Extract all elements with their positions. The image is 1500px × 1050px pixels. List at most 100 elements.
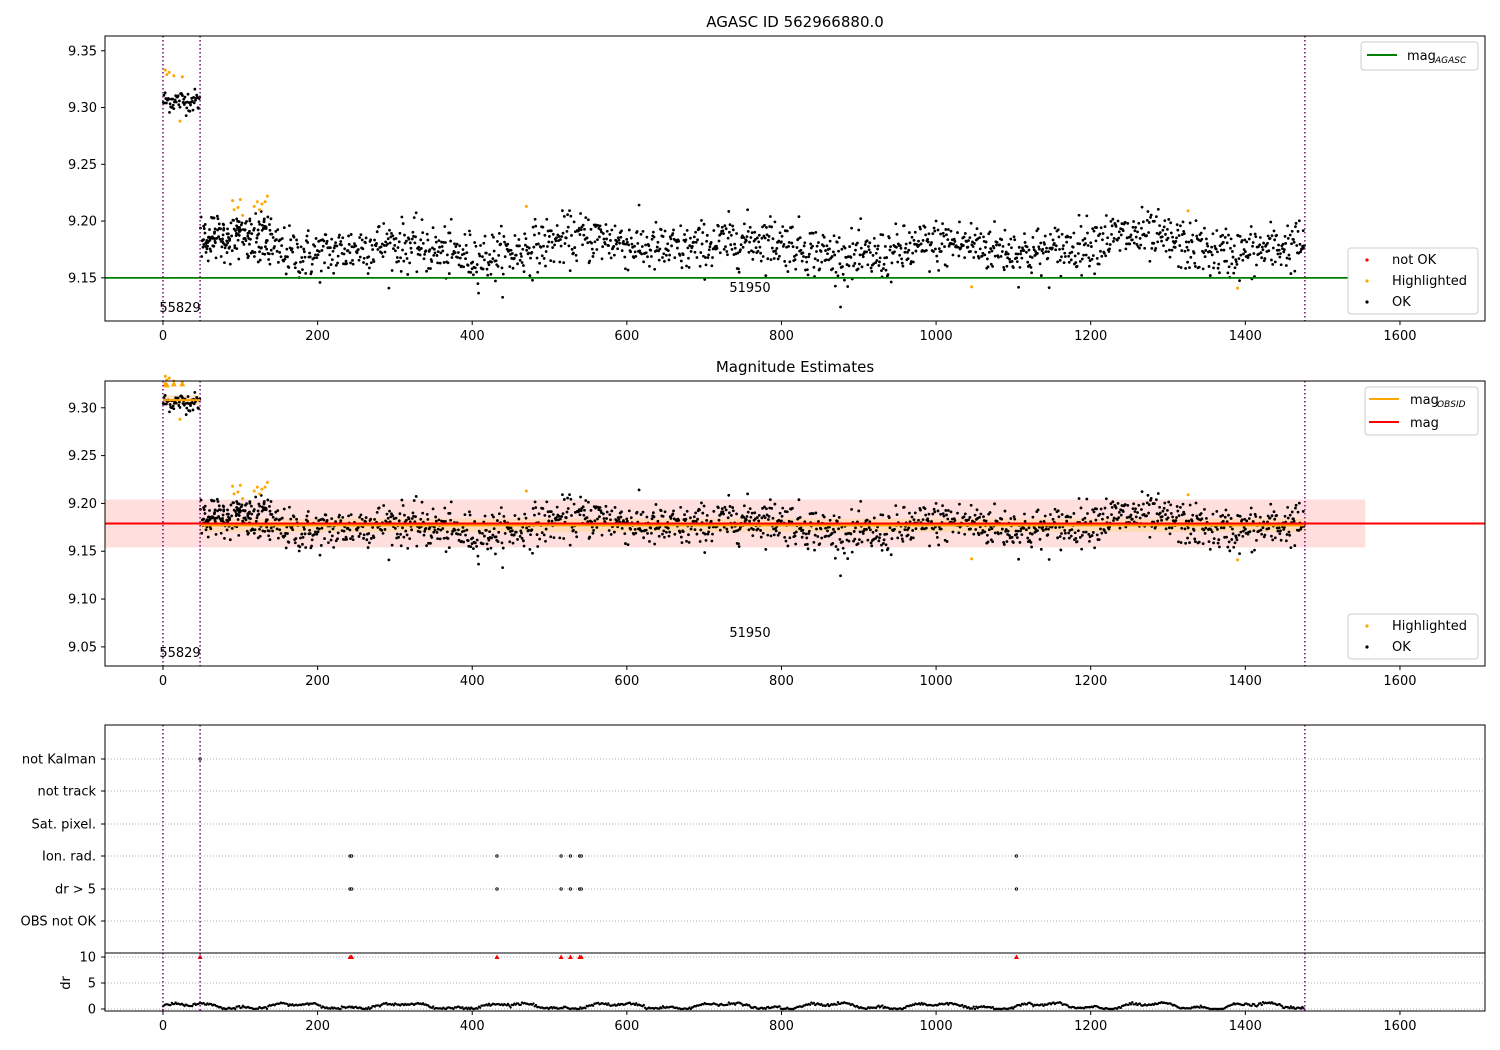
ok-point — [474, 244, 478, 248]
ok-point — [1158, 231, 1162, 234]
ok-point — [746, 230, 750, 233]
ok-point — [314, 237, 318, 240]
highlighted-point — [524, 204, 528, 208]
ok-point — [1058, 535, 1062, 538]
ok-point — [172, 107, 176, 111]
ok-point — [615, 240, 619, 244]
ok-point — [486, 273, 490, 277]
ok-point — [876, 247, 879, 251]
ok-point — [605, 229, 609, 233]
ok-point — [296, 245, 300, 249]
ok-point — [602, 237, 606, 241]
ok-point — [319, 544, 323, 547]
ok-point — [733, 242, 737, 246]
ok-point — [1277, 248, 1281, 252]
ok-point — [1084, 253, 1088, 257]
ok-point — [774, 249, 777, 253]
ok-point — [764, 547, 768, 551]
ok-point — [1180, 526, 1184, 530]
ok-point — [848, 245, 852, 248]
ok-point — [1080, 533, 1084, 537]
ok-point — [468, 233, 472, 237]
ok-point — [1183, 527, 1187, 531]
ok-point — [441, 249, 445, 253]
ok-point — [981, 251, 985, 255]
ok-point — [252, 255, 256, 258]
ok-point — [531, 551, 534, 555]
ok-point — [254, 212, 258, 215]
ok-point — [283, 534, 287, 537]
ok-point — [895, 232, 899, 236]
ok-point — [566, 507, 570, 510]
ok-point — [570, 234, 573, 237]
ok-point — [980, 254, 984, 258]
ok-point — [264, 245, 267, 249]
ok-point — [1229, 237, 1233, 241]
ok-point — [458, 533, 462, 536]
dr-point — [534, 1003, 538, 1007]
ok-point — [1012, 266, 1015, 269]
ok-point — [882, 538, 886, 542]
ok-point — [1160, 518, 1163, 522]
ok-point — [426, 517, 430, 521]
ok-point — [874, 261, 878, 265]
panel1-ytick-label: 9.30 — [68, 101, 97, 116]
ok-point — [1005, 264, 1009, 268]
ok-point — [851, 242, 855, 246]
ok-point — [524, 516, 528, 520]
ok-point — [934, 219, 938, 223]
ok-point — [724, 245, 727, 249]
dr-flagged-marker — [494, 954, 500, 959]
ok-point — [737, 545, 741, 548]
ok-point — [291, 250, 295, 254]
ok-point — [791, 245, 795, 249]
dr-point — [1060, 1001, 1063, 1005]
panel1-xtick-label: 400 — [460, 329, 485, 344]
ok-point — [463, 232, 467, 236]
ok-point — [936, 509, 940, 513]
ok-point — [1255, 538, 1258, 542]
ok-point — [445, 530, 449, 534]
ok-point — [432, 253, 436, 257]
ok-point — [1249, 225, 1253, 228]
ok-point — [351, 535, 354, 538]
ok-point — [397, 535, 401, 539]
ok-point — [993, 254, 997, 258]
ok-point — [798, 236, 802, 240]
ok-point — [701, 231, 705, 234]
ok-point — [385, 512, 389, 516]
ok-point — [494, 535, 498, 539]
ok-point — [1115, 238, 1119, 242]
ok-point — [202, 243, 206, 246]
ok-point — [767, 235, 771, 238]
highlighted-point — [165, 73, 169, 77]
ok-point — [1290, 229, 1294, 233]
ok-point — [599, 228, 603, 232]
highlighted-point — [172, 74, 176, 78]
ok-point — [709, 240, 713, 244]
ok-point — [856, 267, 860, 271]
ok-point — [700, 501, 703, 505]
ok-point — [807, 529, 811, 533]
ok-point — [246, 514, 250, 518]
ok-point — [1203, 508, 1206, 511]
ok-point — [757, 233, 761, 237]
ok-point — [277, 260, 280, 264]
ok-point — [364, 520, 367, 524]
dr-point — [607, 1002, 610, 1005]
flag-row-label: not Kalman — [22, 753, 96, 768]
ok-point — [893, 527, 896, 531]
ok-point — [684, 238, 688, 242]
ok-point — [386, 516, 390, 520]
ok-point — [1212, 266, 1215, 270]
ok-point — [403, 513, 406, 517]
ok-point — [815, 244, 819, 248]
ok-point — [1296, 510, 1300, 514]
ok-point — [475, 538, 479, 542]
ok-point — [256, 509, 260, 513]
ok-point — [397, 519, 401, 523]
ok-point — [1289, 546, 1293, 550]
ok-point — [850, 226, 853, 230]
ok-point — [531, 225, 535, 229]
